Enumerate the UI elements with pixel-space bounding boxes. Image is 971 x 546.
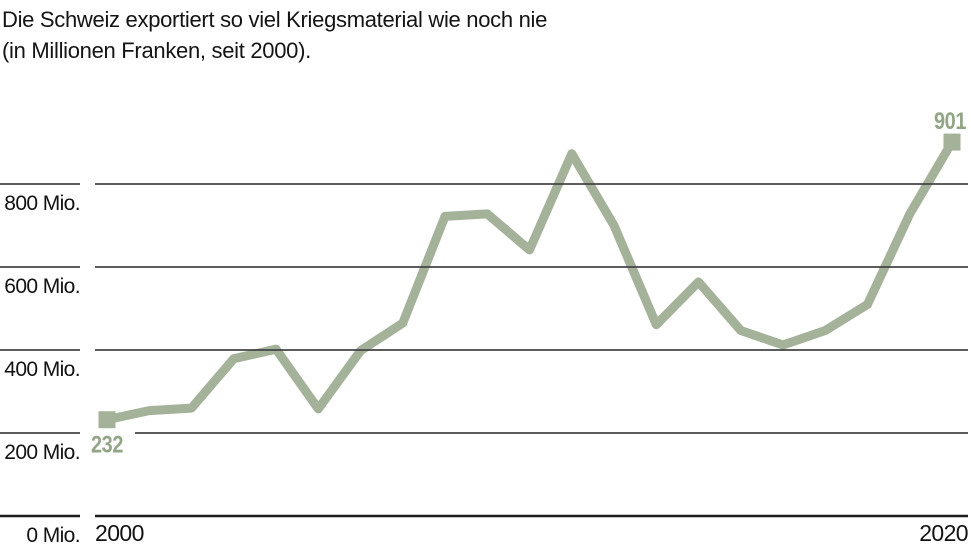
- y-tick-label: 800 Mio.: [4, 192, 80, 215]
- data-point-marker: [98, 411, 116, 429]
- chart-title: Die Schweiz exportiert so viel Kriegsmat…: [2, 4, 547, 66]
- chart-title-line1: Die Schweiz exportiert so viel Kriegsmat…: [2, 7, 548, 32]
- y-tick-label: 400 Mio.: [4, 358, 80, 381]
- data-point-label: 901: [934, 108, 966, 135]
- y-tick-label: 0 Mio.: [26, 524, 80, 546]
- data-point-marker: [943, 133, 961, 151]
- data-point-label: 232: [91, 432, 123, 459]
- x-tick-label: 2000: [95, 520, 144, 546]
- y-tick-label: 200 Mio.: [4, 441, 80, 464]
- data-line: [106, 139, 956, 425]
- y-tick-label: 600 Mio.: [4, 275, 80, 298]
- chart-title-line2: (in Millionen Franken, seit 2000).: [2, 38, 311, 63]
- x-tick-label: 2020: [919, 520, 968, 546]
